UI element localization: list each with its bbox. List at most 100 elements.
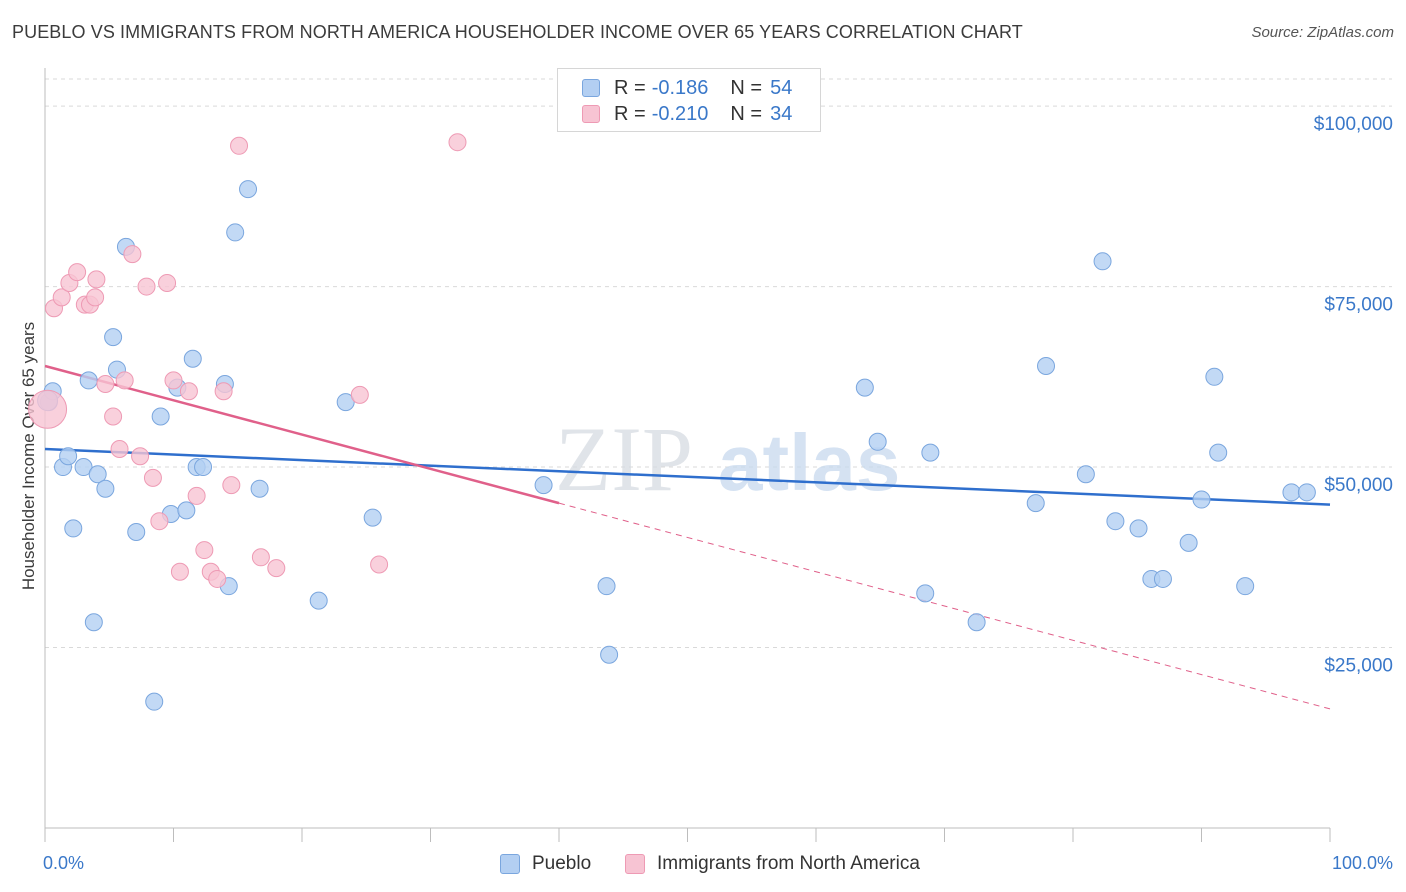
pueblo-swatch bbox=[582, 79, 600, 97]
pueblo-point bbox=[59, 447, 78, 466]
pueblo-point bbox=[1236, 577, 1255, 596]
pueblo-point bbox=[104, 328, 123, 347]
immigrants-point bbox=[28, 389, 68, 429]
pueblo-point bbox=[177, 501, 196, 520]
r-label: R = bbox=[614, 102, 646, 125]
tick-labels: $25,000 $50,000 $75,000 $100,000 0.0% 100.0% bbox=[43, 114, 1393, 873]
immigrants-point bbox=[158, 273, 177, 292]
legend-label-pueblo: Pueblo bbox=[532, 853, 592, 874]
immigrants-point bbox=[222, 476, 241, 495]
pueblo-point bbox=[336, 393, 355, 412]
watermark-zip: ZIP bbox=[555, 408, 693, 510]
pueblo-point bbox=[868, 432, 887, 451]
pueblo-point bbox=[250, 479, 269, 498]
pueblo-point bbox=[1129, 519, 1148, 538]
watermark: ZIP atlas bbox=[555, 408, 900, 510]
immigrants-point bbox=[115, 371, 134, 390]
pueblo-point bbox=[183, 349, 202, 368]
immigrants-point bbox=[187, 486, 206, 505]
pueblo-point bbox=[1192, 490, 1211, 509]
n-value: 54 bbox=[770, 76, 793, 99]
y-tick-label: $75,000 bbox=[1324, 295, 1393, 316]
pueblo-point bbox=[597, 577, 616, 596]
pueblo-point bbox=[916, 584, 935, 603]
pueblo-point bbox=[309, 591, 328, 610]
pueblo-point bbox=[64, 519, 83, 538]
legend-item-immigrants[interactable]: Immigrants from North America bbox=[625, 851, 920, 877]
n-label: N = bbox=[730, 76, 763, 99]
pueblo-point bbox=[855, 378, 874, 397]
immigrants-point bbox=[123, 245, 142, 264]
immigrants-point bbox=[195, 541, 214, 560]
r-value: -0.186 bbox=[651, 76, 709, 99]
y-tick-label: $100,000 bbox=[1314, 114, 1393, 135]
pueblo-point bbox=[88, 465, 107, 484]
immigrants-trendline bbox=[44, 364, 560, 505]
immigrants-point bbox=[170, 562, 189, 581]
pueblo-point bbox=[1282, 483, 1301, 502]
n-label: N = bbox=[730, 102, 763, 125]
pueblo-point bbox=[194, 458, 213, 477]
grid-lines bbox=[45, 78, 1392, 649]
r-value: -0.210 bbox=[651, 102, 709, 125]
pueblo-swatch bbox=[500, 854, 520, 874]
immigrants-point bbox=[87, 270, 106, 289]
stats-legend: R = -0.186 N = 54 R = -0.210 N = 34 bbox=[557, 68, 821, 132]
immigrants-point bbox=[350, 385, 369, 404]
immigrants-point bbox=[150, 512, 169, 531]
legend-label-immigrants: Immigrants from North America bbox=[657, 853, 920, 874]
pueblo-trendline bbox=[44, 447, 1331, 506]
x-tick-label-start: 0.0% bbox=[43, 853, 84, 873]
pueblo-point bbox=[1297, 483, 1316, 502]
legend-item-pueblo[interactable]: Pueblo bbox=[500, 851, 591, 877]
pueblo-point bbox=[239, 180, 258, 199]
immigrants-point bbox=[131, 447, 150, 466]
pueblo-point bbox=[96, 479, 115, 498]
source-label: Source: ZipAtlas.com bbox=[1251, 24, 1394, 41]
immigrants-point bbox=[68, 263, 87, 282]
immigrants-point bbox=[137, 277, 156, 296]
immigrants-point bbox=[267, 559, 286, 578]
immigrants-point bbox=[96, 375, 115, 394]
x-tick-label-end: 100.0% bbox=[1332, 853, 1393, 873]
pueblo-point bbox=[1037, 356, 1056, 375]
pueblo-point bbox=[600, 645, 619, 664]
pueblo-point bbox=[1076, 465, 1095, 484]
immigrants-swatch bbox=[625, 854, 645, 874]
pueblo-point bbox=[151, 407, 170, 426]
immigrants-point bbox=[251, 548, 270, 567]
immigrants-point bbox=[179, 382, 198, 401]
pueblo-point bbox=[1209, 443, 1228, 462]
pueblo-point bbox=[1106, 512, 1125, 531]
y-axis-label: Householder Income Over 65 years bbox=[19, 322, 38, 590]
pueblo-point bbox=[145, 692, 164, 711]
pueblo-point bbox=[84, 613, 103, 632]
n-value: 34 bbox=[770, 102, 793, 125]
immigrants-point bbox=[208, 569, 227, 588]
immigrants-point bbox=[52, 288, 71, 307]
immigrants-point bbox=[104, 407, 123, 426]
immigrants-point bbox=[110, 440, 129, 458]
pueblo-point bbox=[534, 476, 553, 495]
pueblo-point bbox=[1153, 569, 1172, 588]
immigrants-swatch bbox=[582, 105, 600, 123]
data-points bbox=[28, 133, 1316, 711]
pueblo-point bbox=[967, 613, 986, 632]
immigrants-point bbox=[214, 382, 233, 401]
immigrants-point bbox=[143, 468, 162, 487]
y-tick-label: $50,000 bbox=[1324, 475, 1393, 496]
watermark-atlas: atlas bbox=[718, 418, 900, 507]
pueblo-point bbox=[1026, 494, 1045, 513]
pueblo-point bbox=[79, 371, 98, 390]
pueblo-point bbox=[74, 458, 93, 477]
pueblo-point bbox=[921, 443, 940, 462]
trend-lines bbox=[44, 364, 1331, 710]
y-tick-label: $25,000 bbox=[1324, 656, 1393, 677]
immigrants-point bbox=[86, 288, 105, 307]
axes bbox=[44, 68, 1331, 842]
immigrants-point bbox=[370, 555, 389, 574]
legend-row-immigrants: R = -0.210 N = 34 bbox=[582, 102, 792, 126]
pueblo-point bbox=[363, 508, 382, 527]
immigrants-point bbox=[230, 136, 249, 155]
